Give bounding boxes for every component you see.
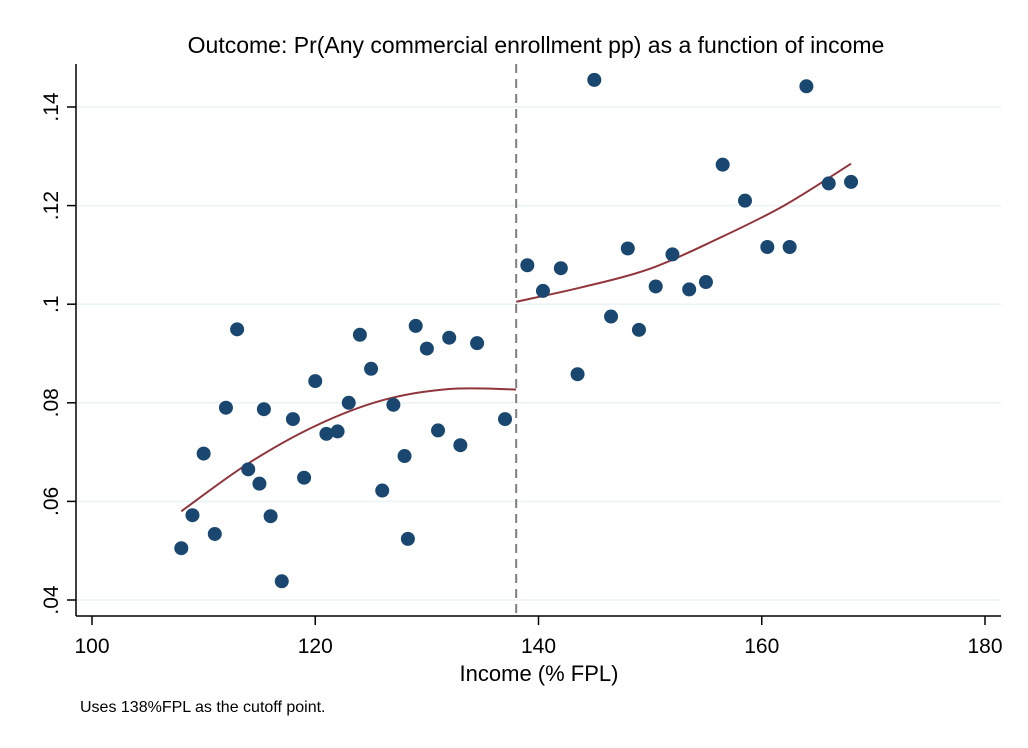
fit-curve-right (515, 162, 852, 303)
data-point-47 (821, 176, 836, 191)
y-tick-label-3: .1 (40, 295, 63, 313)
data-point-12 (297, 470, 312, 485)
data-point-42 (715, 157, 730, 172)
data-point-8 (256, 402, 271, 417)
data-point-19 (375, 483, 390, 498)
data-point-34 (587, 72, 602, 87)
data-point-40 (682, 282, 697, 297)
data-point-32 (553, 261, 568, 276)
fit-curve-left (180, 387, 517, 513)
y-tick-label-2: .08 (40, 388, 63, 417)
data-point-18 (364, 361, 379, 376)
data-point-28 (470, 336, 485, 351)
x-tick-label-1: 120 (298, 635, 333, 658)
data-point-11 (285, 412, 300, 427)
data-point-9 (263, 509, 278, 524)
x-tick-label-4: 180 (967, 635, 1002, 658)
data-point-15 (330, 424, 345, 439)
data-point-0 (174, 541, 189, 556)
data-point-17 (352, 327, 367, 342)
data-point-45 (782, 240, 797, 255)
y-axis-ticks: .04 .06 .08 .1 .12 .14 (40, 92, 76, 615)
data-point-37 (631, 322, 646, 337)
y-tick-label-0: .04 (40, 585, 63, 615)
y-tick-label-1: .06 (40, 487, 63, 516)
data-point-38 (648, 279, 663, 294)
data-point-6 (241, 462, 256, 477)
chart-title: Outcome: Pr(Any commercial enrollment pp… (188, 32, 885, 58)
data-point-22 (400, 531, 415, 546)
data-point-26 (442, 330, 457, 345)
data-point-39 (665, 247, 680, 262)
data-point-3 (207, 526, 222, 541)
data-point-44 (760, 240, 775, 255)
data-point-24 (419, 341, 434, 356)
chart-note: Uses 138%FPL as the cutoff point. (80, 699, 325, 716)
data-point-41 (698, 275, 713, 290)
data-point-29 (498, 412, 513, 427)
x-axis-ticks: 100 120 140 160 180 (74, 616, 1003, 658)
data-point-23 (408, 318, 423, 333)
data-point-7 (252, 476, 267, 491)
data-point-16 (341, 395, 356, 410)
data-point-21 (397, 449, 412, 464)
data-point-48 (844, 174, 859, 189)
data-point-30 (520, 258, 535, 273)
data-point-13 (308, 374, 323, 389)
data-point-14 (319, 426, 334, 441)
data-point-25 (431, 423, 446, 438)
fit-curves (180, 162, 852, 513)
data-point-20 (386, 397, 401, 412)
data-point-5 (230, 322, 245, 337)
x-axis-label: Income (% FPL) (460, 661, 619, 686)
data-point-43 (738, 193, 753, 208)
data-point-31 (535, 283, 550, 298)
data-point-1 (185, 508, 200, 523)
data-point-35 (604, 309, 619, 324)
y-tick-label-5: .14 (40, 92, 63, 122)
x-tick-label-0: 100 (74, 635, 109, 658)
data-point-4 (218, 400, 233, 415)
data-point-33 (570, 367, 585, 382)
data-points (174, 72, 859, 589)
data-point-36 (620, 241, 635, 256)
y-tick-label-4: .12 (40, 191, 63, 220)
data-point-27 (453, 438, 468, 453)
data-point-2 (196, 446, 211, 461)
x-tick-label-2: 140 (521, 635, 556, 658)
x-tick-label-3: 160 (744, 635, 779, 658)
data-point-46 (799, 79, 814, 94)
data-point-10 (274, 574, 289, 589)
